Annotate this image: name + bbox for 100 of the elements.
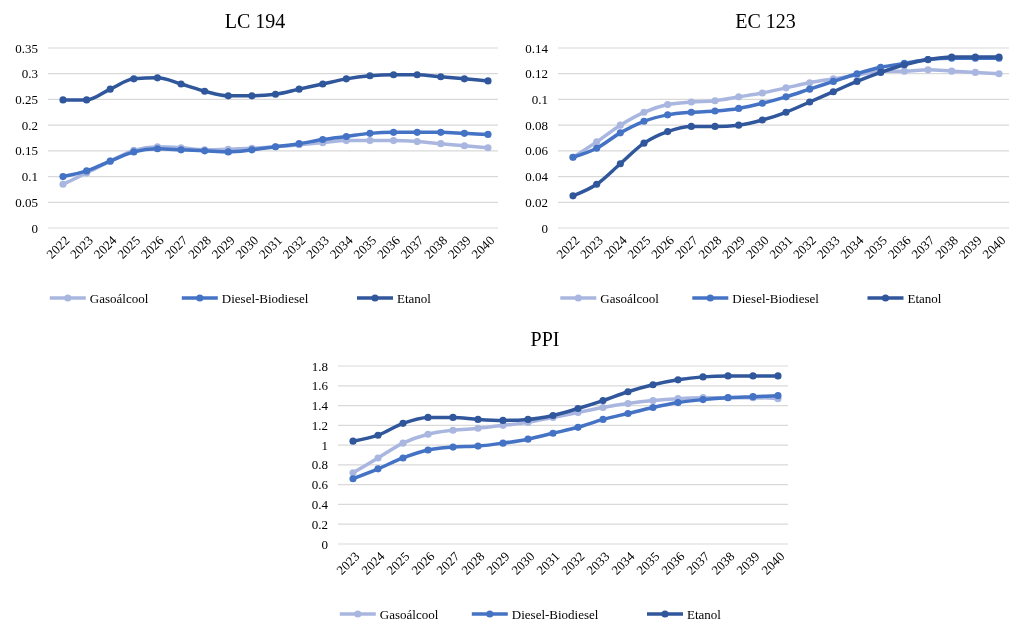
point: [853, 77, 861, 85]
point: [389, 137, 398, 145]
point: [995, 70, 1003, 78]
legend-label: Diesel-Biodiesel: [511, 606, 599, 622]
point: [349, 437, 357, 445]
point: [735, 93, 743, 101]
point: [349, 475, 357, 483]
point: [413, 138, 421, 146]
y-tick-label: 0.04: [525, 169, 549, 185]
point: [806, 85, 814, 93]
point: [460, 75, 468, 83]
y-tick-label: 0.08: [525, 117, 548, 133]
legend-label: Diesel-Biodiesel: [221, 290, 309, 306]
point: [201, 87, 209, 95]
point: [59, 96, 67, 104]
point: [449, 413, 457, 421]
point: [424, 446, 432, 454]
point: [758, 116, 766, 124]
point: [758, 99, 766, 107]
point: [413, 128, 421, 136]
y-tick-label: 0.2: [21, 117, 38, 133]
point: [83, 96, 91, 104]
point: [829, 88, 837, 96]
point: [782, 93, 790, 101]
point: [924, 66, 932, 74]
point: [59, 173, 67, 181]
y-tick-label: 0.02: [525, 194, 548, 210]
point: [599, 397, 607, 405]
point: [484, 144, 492, 152]
point: [574, 423, 582, 431]
chart-title: EC 123: [735, 10, 796, 32]
point: [366, 137, 374, 145]
y-tick-label: 0.8: [311, 457, 328, 473]
point: [674, 376, 682, 384]
chart-title: PPI: [530, 328, 560, 350]
point: [460, 142, 468, 150]
point: [649, 403, 657, 412]
point: [460, 129, 468, 137]
y-tick-label: 0.14: [525, 40, 549, 56]
point: [389, 128, 398, 136]
y-tick-label: 0.35: [15, 40, 38, 56]
y-tick-label: 1.8: [311, 358, 328, 374]
point: [624, 400, 632, 408]
legend-label: Gasoálcool: [600, 290, 660, 306]
point: [758, 89, 766, 97]
point: [474, 442, 482, 450]
point: [774, 372, 782, 380]
x-tick-label: 2031: [533, 548, 563, 578]
point: [735, 104, 743, 112]
y-tick-label: 0: [321, 536, 328, 552]
point: [295, 85, 303, 93]
y-tick-label: 1.6: [311, 378, 329, 394]
point: [248, 92, 256, 100]
chart-title: LC 194: [224, 10, 286, 32]
point: [474, 415, 482, 423]
point: [374, 431, 382, 439]
point: [374, 454, 382, 462]
y-tick-label: 1.2: [311, 417, 328, 433]
legend-label: Etanol: [907, 290, 942, 306]
y-tick-label: 0.6: [311, 477, 329, 493]
point: [474, 424, 482, 432]
y-tick-label: 0.06: [525, 143, 549, 159]
point: [593, 180, 601, 188]
point: [366, 72, 374, 80]
point: [319, 135, 327, 144]
y-tick-label: 0.25: [15, 91, 38, 107]
point: [782, 108, 790, 116]
point: [640, 139, 648, 147]
point: [593, 138, 601, 146]
point: [616, 129, 624, 137]
point: [624, 409, 632, 418]
point: [399, 419, 407, 427]
y-tick-label: 0: [31, 220, 38, 236]
legend-label: Etanol: [687, 606, 722, 622]
point: [649, 381, 657, 389]
point: [389, 71, 398, 79]
point: [971, 68, 979, 76]
y-tick-label: 1.4: [311, 398, 329, 414]
point: [724, 372, 732, 380]
point: [574, 404, 582, 413]
point: [424, 413, 432, 421]
point: [106, 85, 114, 93]
point: [687, 98, 695, 106]
point: [437, 73, 445, 81]
y-tick-label: 0: [541, 220, 548, 236]
point: [900, 67, 908, 75]
point: [499, 439, 507, 447]
y-tick-label: 0.1: [21, 169, 38, 185]
point: [624, 388, 632, 396]
point: [484, 77, 492, 85]
legend-label: Diesel-Biodiesel: [732, 290, 820, 306]
point: [437, 128, 445, 136]
point: [674, 399, 682, 407]
point: [640, 117, 648, 125]
point: [424, 430, 432, 438]
point: [177, 80, 185, 88]
point: [271, 90, 280, 98]
point: [616, 160, 624, 168]
y-tick-label: 0.3: [21, 66, 38, 82]
point: [374, 465, 382, 473]
